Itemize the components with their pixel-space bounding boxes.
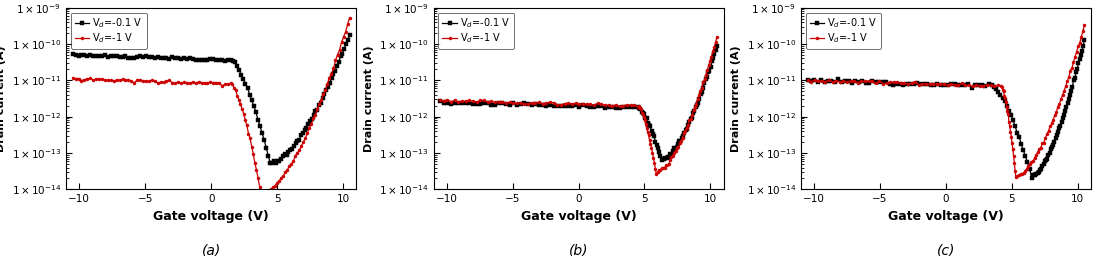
X-axis label: Gate voltage (V): Gate voltage (V) [888,210,1004,223]
V$_d$=-0.1 V [883,82,896,85]
V$_d$=-0.1 V [680,127,693,130]
V$_d$=-0.1 V [296,131,310,134]
V$_d$=-0.1 V [801,79,814,82]
V$_d$=-0.1 V [280,154,293,157]
V$_d$=-1 V [1024,163,1037,166]
Y-axis label: Drain current (A): Drain current (A) [364,45,374,152]
V$_d$=-1 V [343,16,356,19]
V$_d$=-0.1 V [343,33,356,36]
Line: V$_d$=-1 V: V$_d$=-1 V [439,36,719,176]
V$_d$=-0.1 V [667,149,680,152]
V$_d$=-1 V [521,102,534,105]
Line: V$_d$=-0.1 V: V$_d$=-0.1 V [439,44,719,162]
Y-axis label: Drain current (A): Drain current (A) [0,45,7,152]
X-axis label: Gate voltage (V): Gate voltage (V) [520,210,637,223]
V$_d$=-1 V [711,35,724,38]
V$_d$=-1 V [433,99,446,102]
V$_d$=-1 V [801,79,814,82]
V$_d$=-1 V [847,80,861,83]
Text: (a): (a) [202,244,220,256]
V$_d$=-1 V [137,80,150,83]
Text: (b): (b) [569,244,588,256]
V$_d$=-1 V [944,82,958,86]
V$_d$=-1 V [650,173,663,176]
V$_d$=-1 V [580,103,593,106]
V$_d$=-1 V [255,194,268,197]
V$_d$=-0.1 V [678,132,691,135]
V$_d$=-1 V [1078,23,1091,26]
V$_d$=-0.1 V [105,54,118,57]
V$_d$=-0.1 V [938,83,951,86]
Legend: V$_d$=-0.1 V, V$_d$=-1 V: V$_d$=-0.1 V, V$_d$=-1 V [439,13,514,49]
V$_d$=-0.1 V [137,55,150,58]
Line: V$_d$=-1 V: V$_d$=-1 V [72,16,352,197]
V$_d$=-1 V [1009,175,1023,178]
V$_d$=-0.1 V [521,103,534,106]
V$_d$=-1 V [674,140,688,143]
V$_d$=-0.1 V [1078,38,1091,41]
V$_d$=-0.1 V [1036,165,1049,168]
V$_d$=-1 V [66,76,79,79]
V$_d$=-0.1 V [580,105,593,108]
V$_d$=-1 V [662,163,676,166]
X-axis label: Gate voltage (V): Gate voltage (V) [153,210,269,223]
Line: V$_d$=-0.1 V: V$_d$=-0.1 V [806,38,1085,179]
Text: (c): (c) [937,244,955,256]
V$_d$=-0.1 V [1047,143,1060,146]
Line: V$_d$=-0.1 V: V$_d$=-0.1 V [72,33,352,165]
Line: V$_d$=-1 V: V$_d$=-1 V [806,23,1085,178]
V$_d$=-0.1 V [433,99,446,102]
V$_d$=-1 V [1037,141,1050,144]
Y-axis label: Drain current (A): Drain current (A) [731,45,741,152]
V$_d$=-0.1 V [655,158,668,162]
V$_d$=-0.1 V [300,126,313,130]
Legend: V$_d$=-0.1 V, V$_d$=-1 V: V$_d$=-0.1 V, V$_d$=-1 V [806,13,882,49]
V$_d$=-0.1 V [845,81,858,84]
V$_d$=-1 V [1040,132,1054,135]
V$_d$=-1 V [272,179,285,183]
V$_d$=-0.1 V [711,44,724,47]
V$_d$=-1 V [887,80,900,83]
V$_d$=-0.1 V [266,162,279,165]
V$_d$=-1 V [294,144,307,147]
V$_d$=-1 V [291,151,304,154]
V$_d$=-1 V [105,79,118,82]
V$_d$=-1 V [678,132,691,135]
V$_d$=-0.1 V [1025,176,1038,179]
V$_d$=-0.1 V [482,102,495,105]
V$_d$=-0.1 V [1049,136,1062,139]
Legend: V$_d$=-0.1 V, V$_d$=-1 V: V$_d$=-0.1 V, V$_d$=-1 V [71,13,147,49]
V$_d$=-0.1 V [183,57,196,60]
V$_d$=-1 V [482,101,495,104]
V$_d$=-1 V [183,81,196,84]
V$_d$=-0.1 V [66,52,79,56]
